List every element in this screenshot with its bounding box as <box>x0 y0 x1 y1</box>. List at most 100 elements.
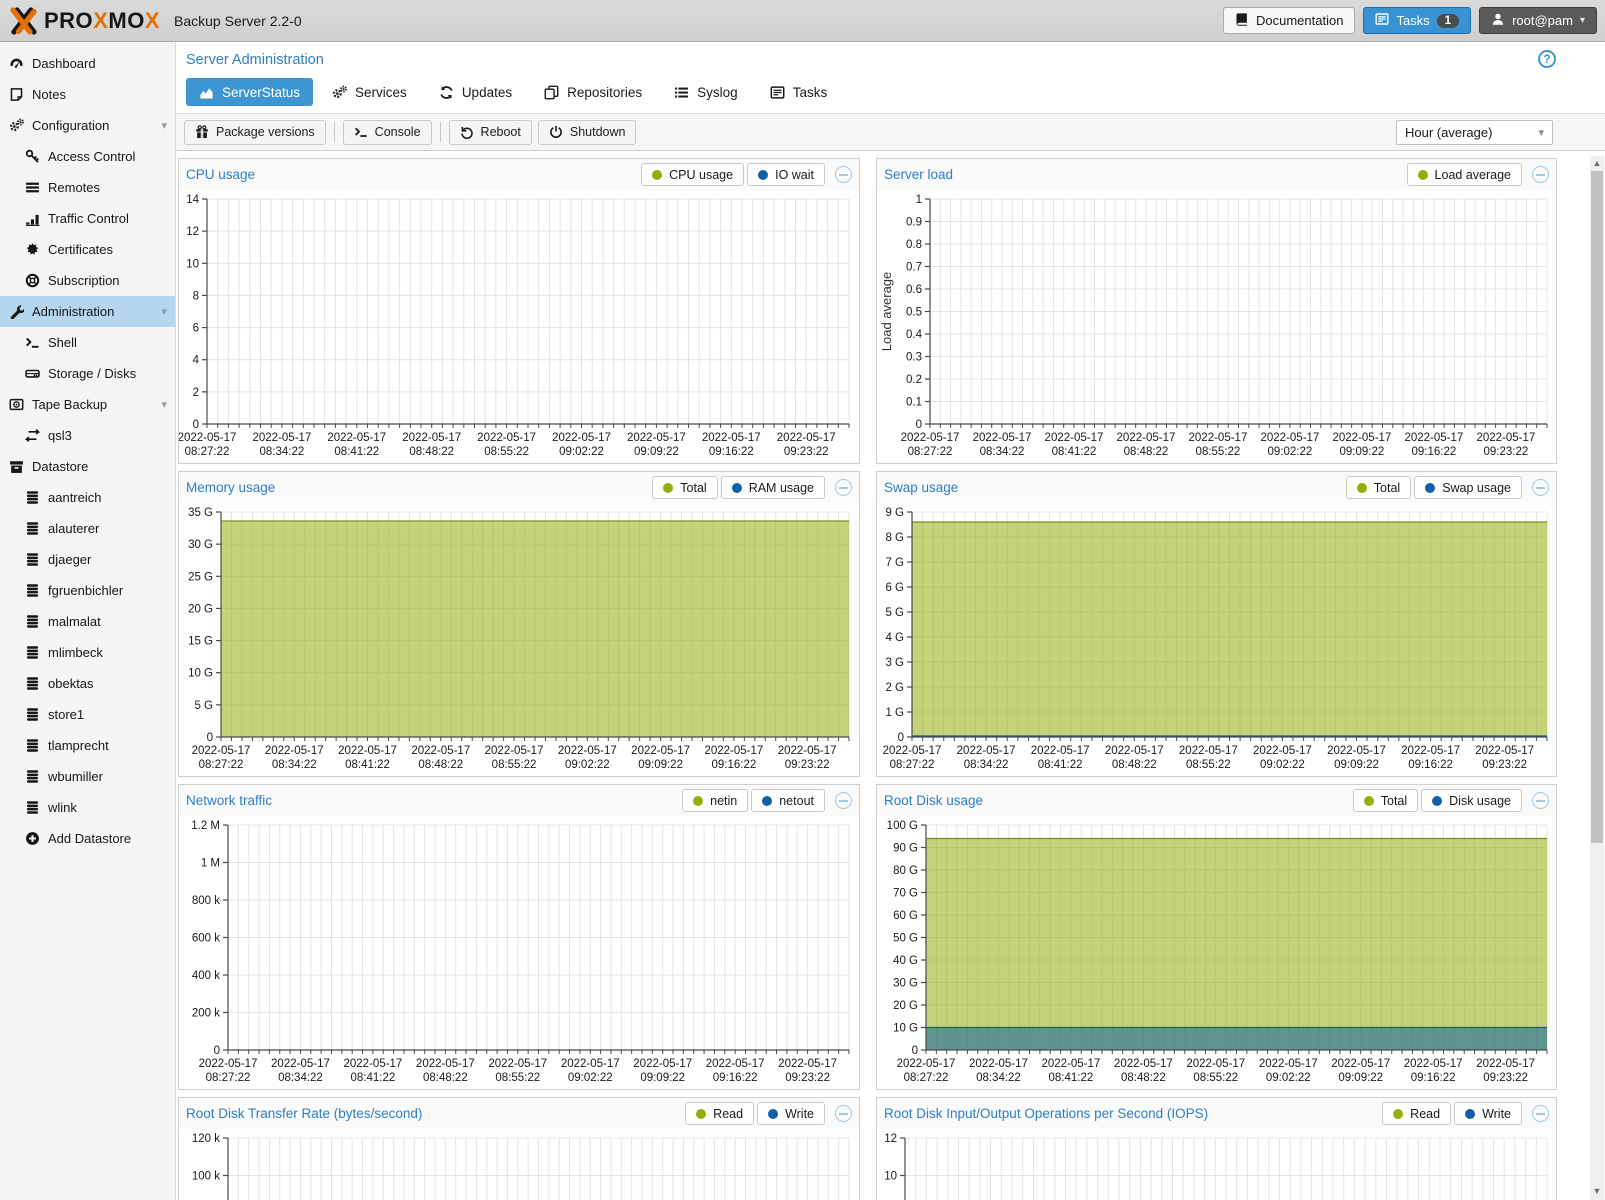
collapse-panel-icon[interactable] <box>835 166 852 183</box>
legend-button-cpu-usage[interactable]: CPU usage <box>641 163 745 186</box>
sidebar-item-wlink[interactable]: wlink <box>0 792 175 823</box>
svg-text:12: 12 <box>186 226 199 238</box>
svg-text:2022-05-17: 2022-05-17 <box>327 432 386 444</box>
chart-canvas: 0 200 k 400 k 600 k 800 k 1 M 1.2 M 2022-05-17 0… <box>179 816 850 1084</box>
collapse-panel-icon[interactable] <box>1532 479 1549 496</box>
tab-repositories[interactable]: Repositories <box>531 78 655 106</box>
collapse-panel-icon[interactable] <box>1532 792 1549 809</box>
svg-text:2022-05-17: 2022-05-17 <box>402 432 461 444</box>
sidebar-item-storage-disks[interactable]: Storage / Disks <box>0 358 175 389</box>
sidebar-item-djaeger[interactable]: djaeger <box>0 544 175 575</box>
legend-button-disk-usage[interactable]: Disk usage <box>1421 789 1522 812</box>
sidebar-item-traffic-control[interactable]: Traffic Control <box>0 203 175 234</box>
legend-button-netout[interactable]: netout <box>751 789 825 812</box>
sidebar-item-tlamprecht[interactable]: tlamprecht <box>0 730 175 761</box>
svg-text:09:09:22: 09:09:22 <box>634 446 679 458</box>
sidebar-item-malmalat[interactable]: malmalat <box>0 606 175 637</box>
sidebar-item-add-datastore[interactable]: Add Datastore <box>0 823 175 854</box>
sidebar-item-notes[interactable]: Notes <box>0 79 175 110</box>
svg-text:2022-05-17: 2022-05-17 <box>1332 432 1391 444</box>
tab-tasks[interactable]: Tasks <box>757 78 841 106</box>
sidebar-item-aantreich[interactable]: aantreich <box>0 482 175 513</box>
sidebar-item-configuration[interactable]: Configuration ▾ <box>0 110 175 141</box>
sidebar-item-remotes[interactable]: Remotes <box>0 172 175 203</box>
sidebar-item-wbumiller[interactable]: wbumiller <box>0 761 175 792</box>
sidebar-item-alauterer[interactable]: alauterer <box>0 513 175 544</box>
chart-canvas: 0 2 4 6 8 10 12 14 2022-05-17 08:27:22 2022-05-17 0… <box>179 190 850 458</box>
collapse-panel-icon[interactable] <box>1532 166 1549 183</box>
terminal-icon <box>354 127 367 137</box>
copy-icon <box>544 85 559 99</box>
sidebar-item-access-control[interactable]: Access Control <box>0 141 175 172</box>
user-menu-button[interactable]: root@pam ▾ <box>1479 7 1597 34</box>
sidebar-item-tape-backup[interactable]: Tape Backup ▾ <box>0 389 175 420</box>
sidebar-item-label: Notes <box>32 87 66 102</box>
legend-button-total[interactable]: Total <box>652 476 718 499</box>
package-versions-button[interactable]: Package versions <box>184 119 326 145</box>
svg-text:08:41:22: 08:41:22 <box>345 759 390 771</box>
svg-text:2022-05-17: 2022-05-17 <box>1327 745 1386 757</box>
chart-panel-root-disk-transfer-rate-bytes-second-: Root Disk Transfer Rate (bytes/second) Re… <box>178 1097 860 1200</box>
legend-button-read[interactable]: Read <box>1382 1102 1452 1125</box>
legend-button-total[interactable]: Total <box>1352 789 1419 812</box>
chevron-down-icon[interactable]: ▾ <box>161 399 167 411</box>
sidebar-item-qsl3[interactable]: qsl3 <box>0 420 175 451</box>
vertical-scrollbar[interactable]: ▲ ▼ <box>1590 156 1604 1200</box>
legend-button-netin[interactable]: netin <box>682 789 749 812</box>
console-button[interactable]: Console <box>342 119 432 145</box>
sidebar-item-administration[interactable]: Administration ▾ <box>0 296 175 327</box>
documentation-button[interactable]: Documentation <box>1222 7 1356 34</box>
legend-button-write[interactable]: Write <box>757 1102 825 1125</box>
database-icon <box>26 522 39 535</box>
timeframe-select[interactable]: Hour (average) ▾ <box>1396 119 1553 145</box>
tasks-button[interactable]: Tasks 1 <box>1363 7 1472 34</box>
legend-button-io-wait[interactable]: IO wait <box>747 163 825 186</box>
database-icon <box>26 584 39 597</box>
collapse-panel-icon[interactable] <box>1532 1105 1549 1122</box>
sidebar-item-shell[interactable]: Shell <box>0 327 175 358</box>
sidebar-item-label: alauterer <box>48 521 100 536</box>
svg-text:2022-05-17: 2022-05-17 <box>973 432 1032 444</box>
legend-button-write[interactable]: Write <box>1454 1102 1522 1125</box>
series-dot-icon <box>1432 795 1443 806</box>
sidebar-item-datastore[interactable]: Datastore <box>0 451 175 482</box>
svg-text:0: 0 <box>207 732 213 744</box>
chevron-down-icon[interactable]: ▾ <box>161 120 167 132</box>
sidebar-item-fgruenbichler[interactable]: fgruenbichler <box>0 575 175 606</box>
legend-button-ram-usage[interactable]: RAM usage <box>720 476 825 499</box>
collapse-panel-icon[interactable] <box>835 792 852 809</box>
svg-text:0: 0 <box>193 419 199 431</box>
sidebar-item-obektas[interactable]: obektas <box>0 668 175 699</box>
svg-text:09:23:22: 09:23:22 <box>785 759 830 771</box>
legend-button-total[interactable]: Total <box>1345 476 1412 499</box>
legend-button-swap-usage[interactable]: Swap usage <box>1414 476 1522 499</box>
svg-text:0: 0 <box>898 732 904 744</box>
sidebar-item-mlimbeck[interactable]: mlimbeck <box>0 637 175 668</box>
sidebar-item-label: tlamprecht <box>48 738 109 753</box>
tab-syslog[interactable]: Syslog <box>661 78 751 106</box>
sidebar-item-dashboard[interactable]: Dashboard <box>0 48 175 79</box>
tab-serverstatus[interactable]: ServerStatus <box>186 78 314 106</box>
collapse-panel-icon[interactable] <box>835 479 852 496</box>
database-icon <box>26 646 39 659</box>
scroll-down-icon[interactable]: ▼ <box>1592 1186 1602 1196</box>
collapse-panel-icon[interactable] <box>835 1105 852 1122</box>
legend-button-load-average[interactable]: Load average <box>1406 163 1522 186</box>
shutdown-button[interactable]: Shutdown <box>537 119 637 145</box>
tab-updates[interactable]: Updates <box>426 78 525 106</box>
scroll-up-icon[interactable]: ▲ <box>1592 158 1602 168</box>
svg-text:08:27:22: 08:27:22 <box>206 1072 251 1084</box>
chevron-down-icon[interactable]: ▾ <box>161 306 167 318</box>
reboot-button[interactable]: Reboot <box>448 119 532 145</box>
sidebar-item-subscription[interactable]: Subscription <box>0 265 175 296</box>
legend-button-read[interactable]: Read <box>685 1102 755 1125</box>
svg-text:09:09:22: 09:09:22 <box>1334 759 1379 771</box>
sidebar-item-store1[interactable]: store1 <box>0 699 175 730</box>
tab-services[interactable]: Services <box>319 78 420 106</box>
sidebar-item-certificates[interactable]: Certificates <box>0 234 175 265</box>
help-icon[interactable]: ? <box>1538 50 1556 68</box>
scrollbar-thumb[interactable] <box>1591 171 1603 843</box>
svg-text:35 G: 35 G <box>188 507 213 519</box>
svg-text:2022-05-17: 2022-05-17 <box>627 432 686 444</box>
